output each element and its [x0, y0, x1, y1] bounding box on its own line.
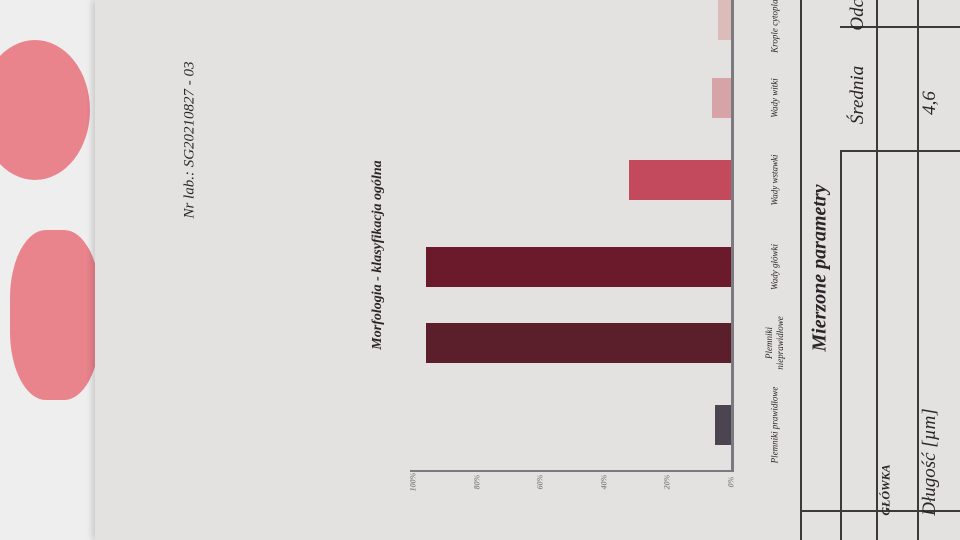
table-line [800, 510, 960, 512]
category-label: Plemniki prawidłowe [769, 386, 780, 464]
y-tick-label: 100% [408, 472, 418, 492]
table-line [840, 26, 960, 28]
row-label: Długość [µm] [919, 408, 940, 516]
header-mean: Średnia [847, 65, 868, 125]
y-tick-label: 0% [726, 476, 736, 488]
y-tick-label: 60% [535, 474, 545, 490]
lab-number: Nr lab.: SG20210827 - 03 [181, 61, 198, 219]
table-line [800, 0, 802, 540]
y-tick-label: 20% [662, 474, 672, 490]
section-label: GŁÓWKA [878, 464, 893, 516]
bar-2 [425, 247, 731, 287]
bar-1 [425, 323, 731, 363]
y-tick-label: 80% [472, 474, 482, 490]
table-line [840, 150, 960, 152]
chart-title: Morfologia - klasyfikacja ogólna [370, 160, 385, 350]
category-label: Wady główki [769, 244, 780, 290]
table-line [840, 150, 842, 540]
row-mean: 4,6 [919, 91, 940, 115]
pink-object [0, 40, 90, 180]
table-title: Mierzone parametry [808, 184, 831, 352]
table-line [876, 0, 878, 540]
pink-object [10, 230, 100, 400]
bar-4 [711, 78, 731, 118]
y-tick-label: 40% [599, 474, 609, 490]
bar-3 [629, 160, 731, 200]
category-label: Wady wstawki [769, 154, 780, 206]
bar-0 [715, 405, 731, 445]
y-axis [410, 470, 733, 472]
bar-5 [718, 0, 731, 40]
category-label: Krople cytoplazm. [769, 0, 780, 53]
x-axis [731, 0, 734, 472]
table-line [917, 0, 919, 540]
category-label: Plemniki nieprawidłowe [764, 316, 785, 370]
header-stddev: Odch [847, 0, 868, 31]
category-label: Wady witki [769, 78, 780, 118]
